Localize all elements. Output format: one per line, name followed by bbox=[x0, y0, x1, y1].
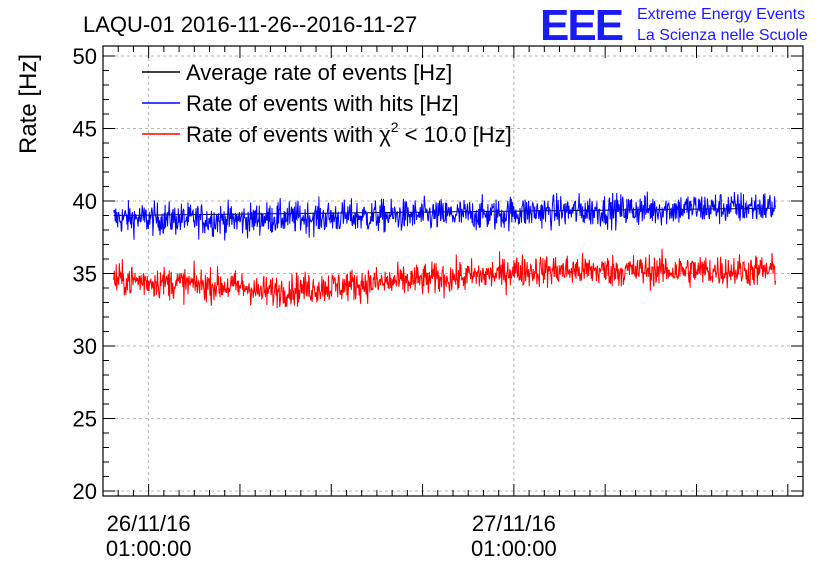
legend-label-hits: Rate of events with hits [Hz] bbox=[186, 91, 459, 116]
legend-label-average: Average rate of events [Hz] bbox=[186, 60, 452, 85]
series-layer bbox=[113, 191, 777, 309]
y-tick-label: 20 bbox=[73, 479, 97, 504]
y-tick-label: 45 bbox=[73, 117, 97, 142]
series-line-chi2 bbox=[113, 248, 777, 309]
logo-line-1: Extreme Energy Events bbox=[637, 6, 805, 23]
legend: Average rate of events [Hz] Rate of even… bbox=[142, 60, 512, 147]
legend-label-chi2: Rate of events with χ2 < 10.0 [Hz] bbox=[186, 119, 512, 147]
y-tick-label: 50 bbox=[73, 44, 97, 69]
y-tick-label: 40 bbox=[73, 189, 97, 214]
legend-label-chi2-prefix: Rate of events with χ bbox=[186, 122, 391, 147]
y-tick-label: 35 bbox=[73, 262, 97, 287]
legend-label-chi2-sup: 2 bbox=[391, 119, 399, 135]
axes: 2025303540455026/11/1601:00:0027/11/1601… bbox=[73, 44, 804, 561]
y-tick-label: 25 bbox=[73, 407, 97, 432]
y-tick-label: 30 bbox=[73, 334, 97, 359]
y-axis-label: Rate [Hz] bbox=[15, 54, 42, 154]
x-tick-label-date: 27/11/16 bbox=[472, 511, 556, 536]
logo-line-2: La Scienza nelle Scuole bbox=[637, 27, 808, 44]
chart-title: LAQU-01 2016-11-26--2016-11-27 bbox=[83, 12, 417, 37]
logo-mark: EEE bbox=[540, 1, 623, 50]
legend-label-chi2-suffix: < 10.0 [Hz] bbox=[399, 122, 512, 147]
x-tick-label-time: 01:00:00 bbox=[471, 536, 557, 561]
series-line-hits bbox=[113, 191, 777, 241]
x-tick-label-date: 26/11/16 bbox=[107, 511, 191, 536]
x-tick-label-time: 01:00:00 bbox=[106, 536, 192, 561]
eee-logo: EEE Extreme Energy Events La Scienza nel… bbox=[540, 1, 808, 50]
